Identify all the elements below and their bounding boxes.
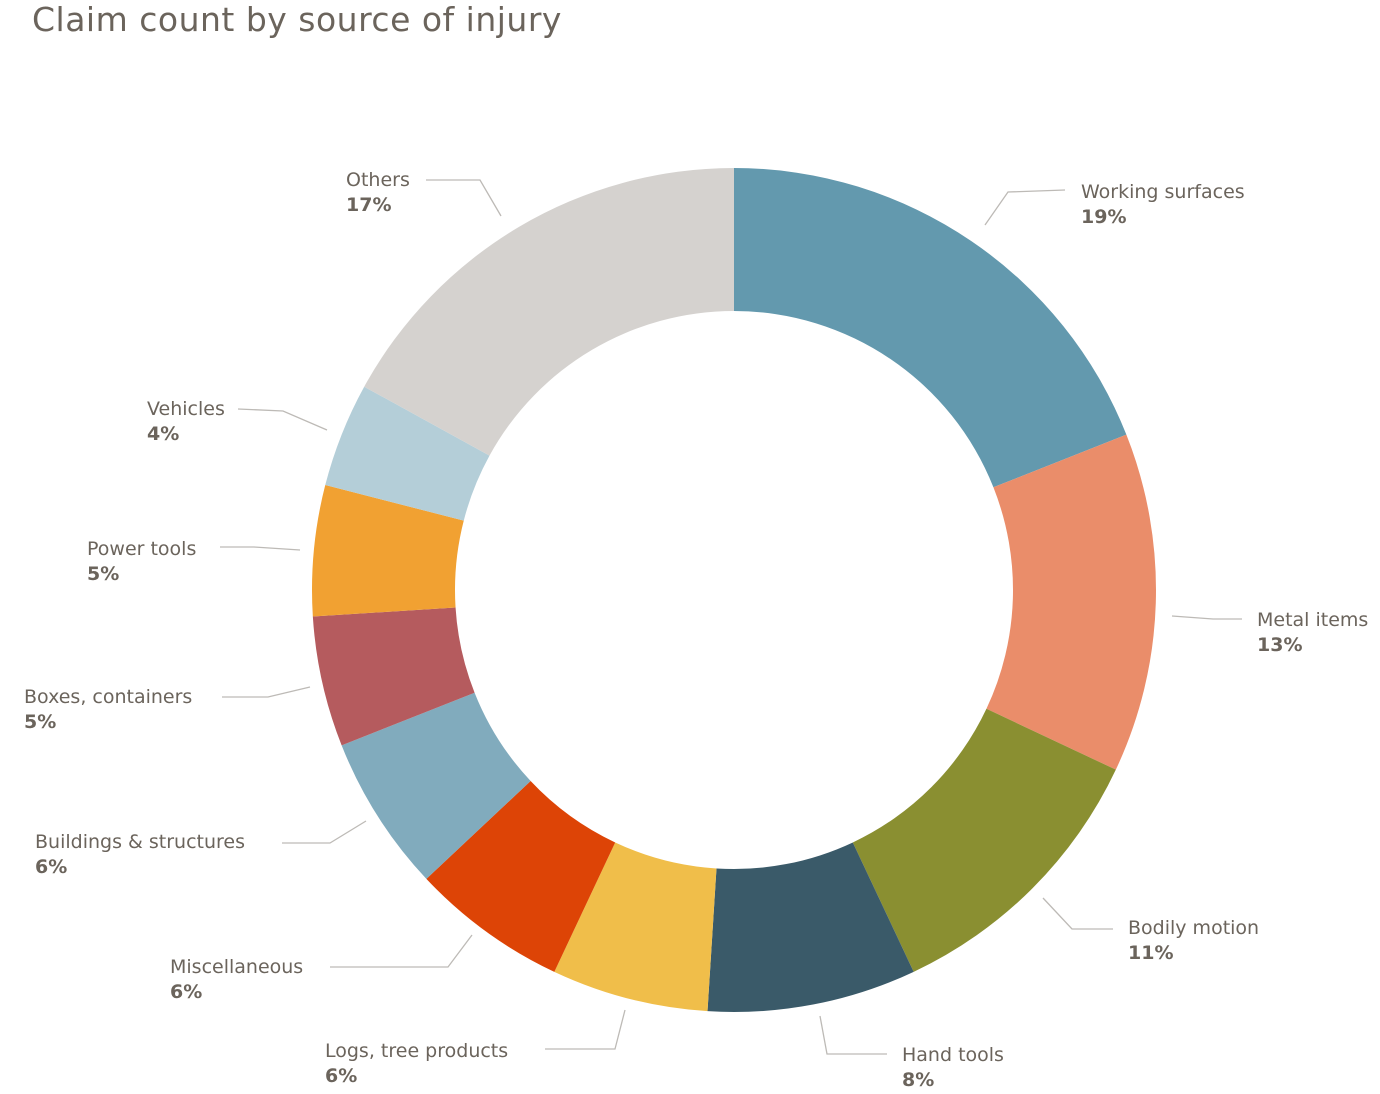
slice-boxes-containers — [312, 607, 475, 746]
slice-percent-label: 5% — [24, 711, 56, 733]
slice-percent-label: 6% — [170, 981, 202, 1003]
leader-line — [282, 820, 367, 844]
slice-label: Metal items — [1257, 609, 1368, 631]
leader-line — [984, 189, 1066, 226]
slice-power-tools — [312, 485, 464, 617]
leader-line — [545, 1009, 626, 1050]
slice-hand-tools — [707, 842, 914, 1012]
slice-label: Hand tools — [902, 1044, 1004, 1066]
slice-label: Buildings & structures — [35, 831, 245, 853]
leader-line — [819, 1015, 887, 1055]
slice-label: Miscellaneous — [170, 956, 303, 978]
slice-bodily-motion — [852, 708, 1116, 972]
slice-label: Boxes, containers — [24, 686, 192, 708]
leader-line — [1171, 615, 1242, 620]
slice-percent-label: 6% — [325, 1065, 357, 1087]
slice-miscellaneous — [426, 780, 616, 972]
slice-percent-label: 13% — [1257, 634, 1302, 656]
slice-label: Working surfaces — [1081, 181, 1245, 203]
slice-percent-label: 6% — [35, 856, 67, 878]
leader-line — [426, 179, 502, 217]
leader-line — [220, 546, 301, 551]
slice-vehicles — [325, 386, 490, 521]
slice-percent-label: 8% — [902, 1069, 934, 1091]
slice-percent-label: 5% — [87, 563, 119, 585]
slice-label: Power tools — [87, 538, 196, 560]
slice-metal-items — [986, 434, 1156, 770]
leader-line — [237, 408, 328, 431]
slice-label: Logs, tree products — [325, 1040, 508, 1062]
leader-line — [330, 934, 473, 968]
slice-label: Others — [346, 169, 410, 191]
slice-logs-tree-products — [554, 842, 717, 1012]
slice-percent-label: 17% — [346, 194, 391, 216]
slice-percent-label: 4% — [147, 423, 179, 445]
slice-percent-label: 19% — [1081, 206, 1126, 228]
chart-title: Claim count by source of injury — [32, 0, 562, 39]
slice-label: Vehicles — [147, 398, 225, 420]
slice-percent-label: 11% — [1128, 942, 1173, 964]
slice-working-surfaces — [734, 168, 1127, 488]
leader-line — [222, 686, 311, 698]
slice-others — [364, 168, 734, 456]
leader-line — [1042, 897, 1113, 930]
slice-buildings-structures — [341, 692, 531, 879]
slice-label: Bodily motion — [1128, 917, 1259, 939]
